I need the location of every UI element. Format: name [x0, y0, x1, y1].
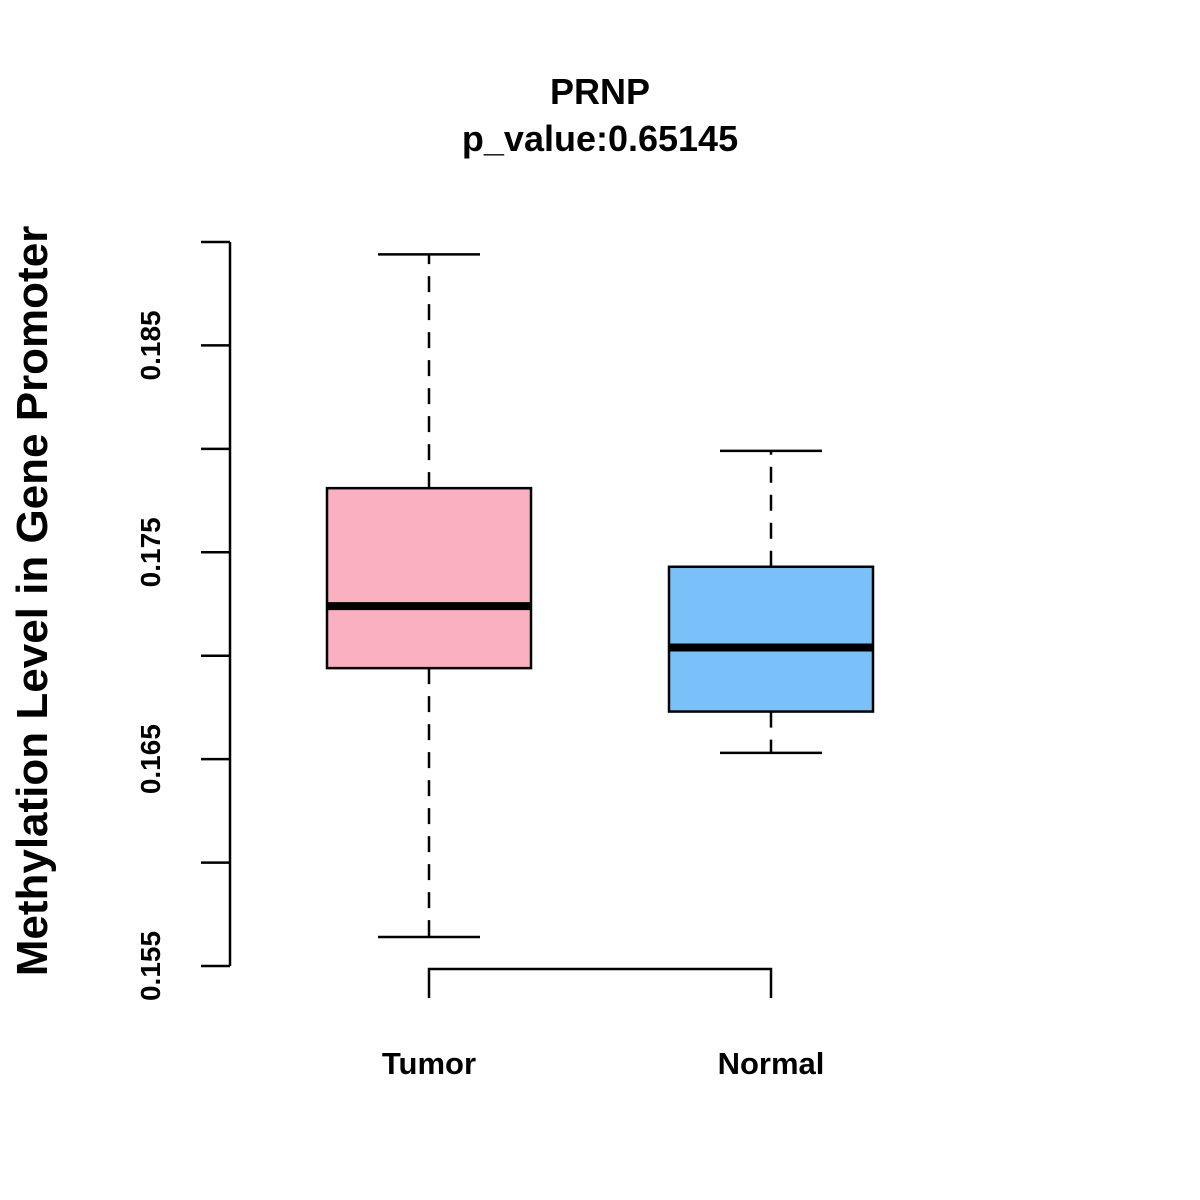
- x-label-tumor: Tumor: [382, 1046, 476, 1081]
- x-label-normal: Normal: [718, 1046, 825, 1081]
- box-group-tumor: [325, 253, 533, 939]
- box-iqr: [325, 486, 533, 670]
- boxes: [325, 253, 875, 939]
- box-group-normal: [667, 449, 875, 755]
- y-axis-ticks: 0.155 0.165 0.175 0.185: [135, 240, 230, 1001]
- y-tick-label: 0.175: [135, 517, 166, 587]
- y-tick-label: 0.165: [135, 724, 166, 794]
- chart-title: PRNP: [550, 71, 650, 112]
- bracket-line: [427, 967, 773, 998]
- comparison-bracket: [427, 967, 773, 998]
- chart-subtitle: p_value:0.65145: [462, 118, 738, 159]
- y-tick-label: 0.155: [135, 931, 166, 1001]
- x-axis-labels: Tumor Normal: [382, 1046, 824, 1081]
- y-axis-label: Methylation Level in Gene Promoter: [8, 226, 57, 977]
- box-iqr: [667, 565, 875, 713]
- y-tick-label: 0.185: [135, 310, 166, 380]
